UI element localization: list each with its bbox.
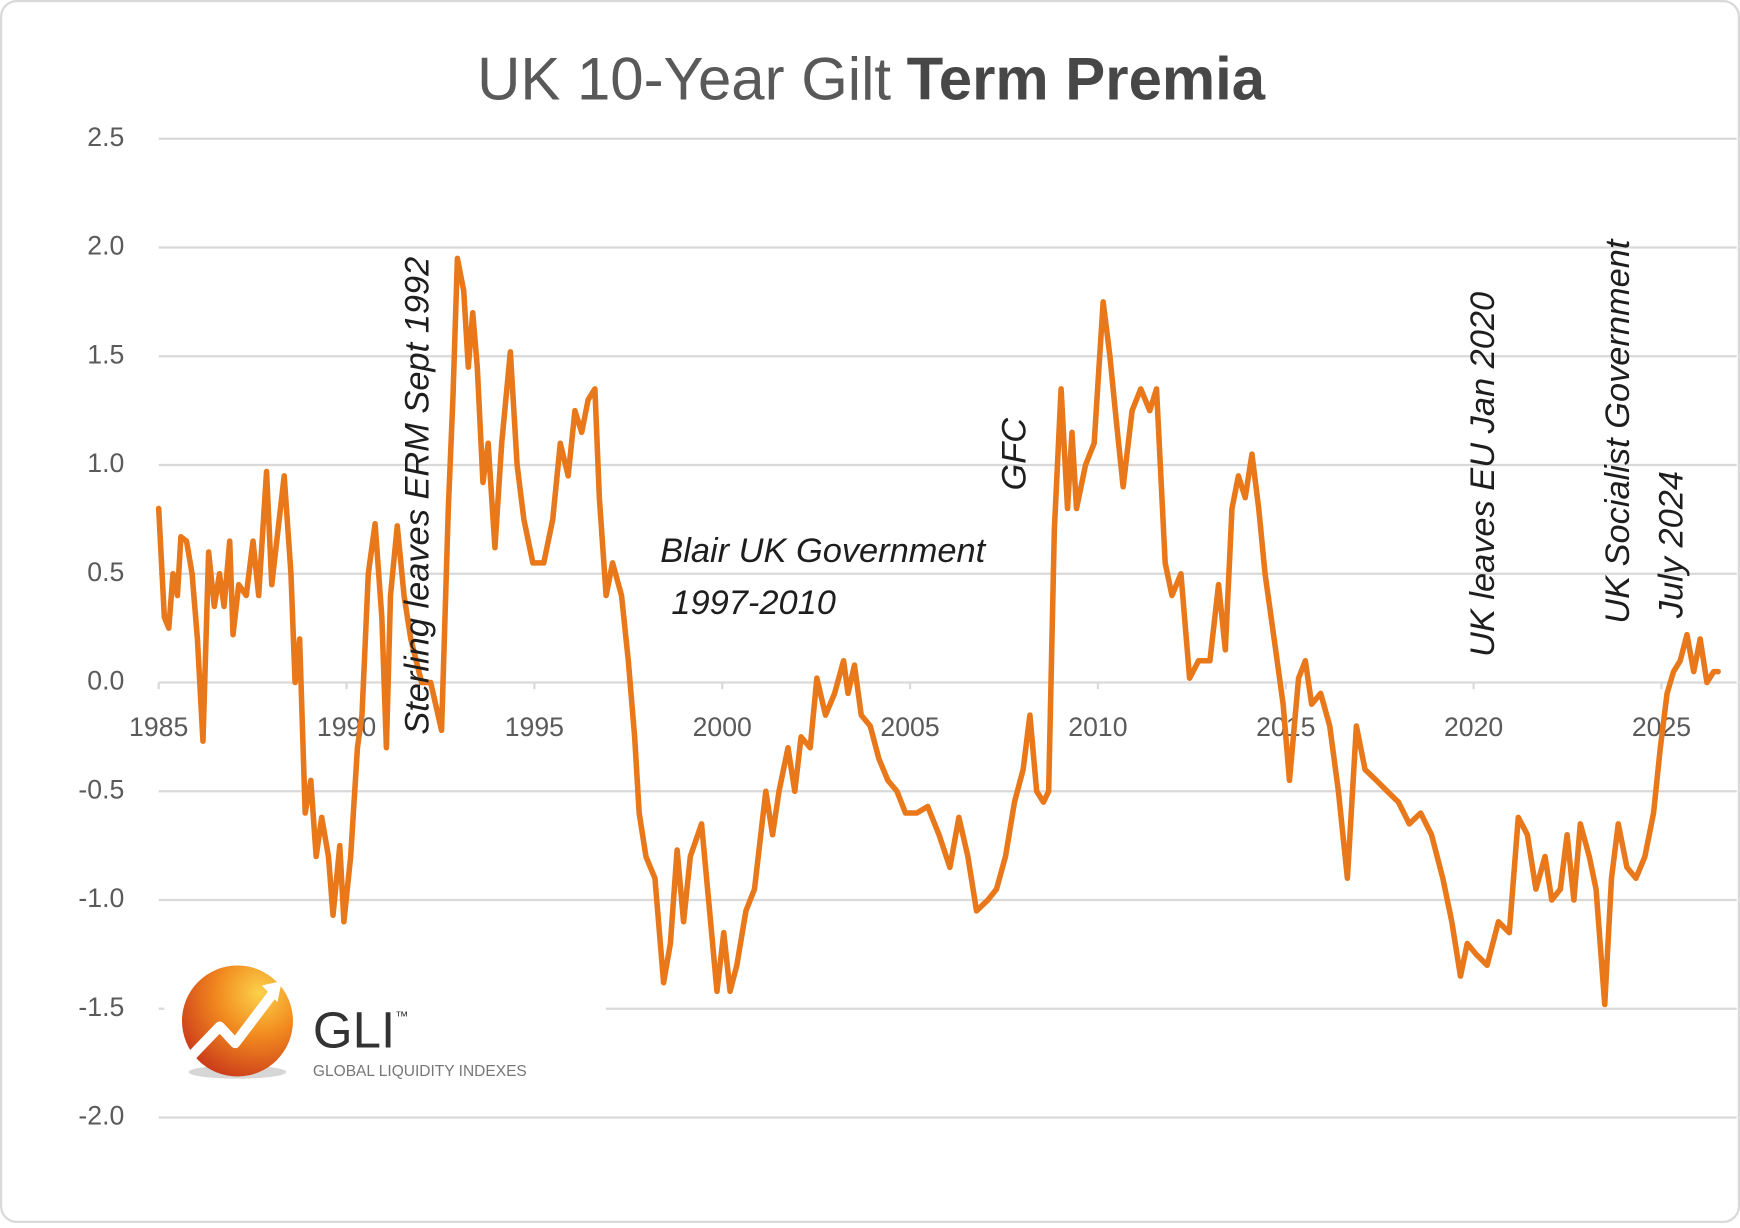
x-tick-label: 2020 <box>1444 712 1503 742</box>
y-tick-label: 1.5 <box>87 339 124 369</box>
y-tick-label: -0.5 <box>78 774 124 804</box>
x-tick-label: 1990 <box>317 712 376 742</box>
annotation: 1997-2010 <box>671 584 835 622</box>
logo-arrowhead <box>261 981 282 1003</box>
plot <box>155 255 1721 1008</box>
title-main: UK 10-Year Gilt <box>477 45 891 112</box>
logo: GLI™ GLOBAL LIQUIDITY INDEXES <box>164 952 606 1091</box>
annotation: GFC <box>996 417 1034 491</box>
annotation: Blair UK Government <box>660 532 986 570</box>
logo-orb <box>181 965 293 1077</box>
series-line <box>155 255 1721 1008</box>
x-tick-label: 1995 <box>505 712 564 742</box>
annotations: Sterling leaves ERM Sept 1992 GFC Blair UK… <box>399 238 1691 735</box>
logo-arrow <box>187 990 277 1060</box>
y-tick-label: -1.5 <box>78 992 124 1022</box>
annotation: UK Socialist Government <box>1599 238 1637 624</box>
y-tick-label: -1.0 <box>78 883 124 913</box>
logo-tagline: GLOBAL LIQUIDITY INDEXES <box>313 1063 527 1080</box>
y-tick-label: 1.0 <box>87 448 124 478</box>
logo-name: GLI™ <box>313 1002 409 1059</box>
logo-trademark: ™ <box>395 1008 408 1023</box>
y-tick-label: 0.0 <box>87 666 124 696</box>
y-tick-label: 0.5 <box>87 557 124 587</box>
x-tick-label: 2010 <box>1068 712 1127 742</box>
annotation: Sterling leaves ERM Sept 1992 <box>399 257 437 735</box>
title-emphasis: Term Premia <box>907 45 1266 112</box>
y-tick-label: 2.0 <box>87 231 124 261</box>
y-tick-label: 2.5 <box>87 122 124 152</box>
logo-text: GLI <box>313 1002 395 1059</box>
annotation: UK leaves EU Jan 2020 <box>1464 292 1502 657</box>
x-tick-label: 2005 <box>880 712 939 742</box>
x-tick-label: 1985 <box>129 712 188 742</box>
x-tick-label: 2000 <box>693 712 752 742</box>
y-tick-label: -2.0 <box>78 1101 124 1131</box>
annotation: July 2024 <box>1653 471 1691 619</box>
chart-title: UK 10-Year Gilt Term Premia <box>477 45 1266 112</box>
